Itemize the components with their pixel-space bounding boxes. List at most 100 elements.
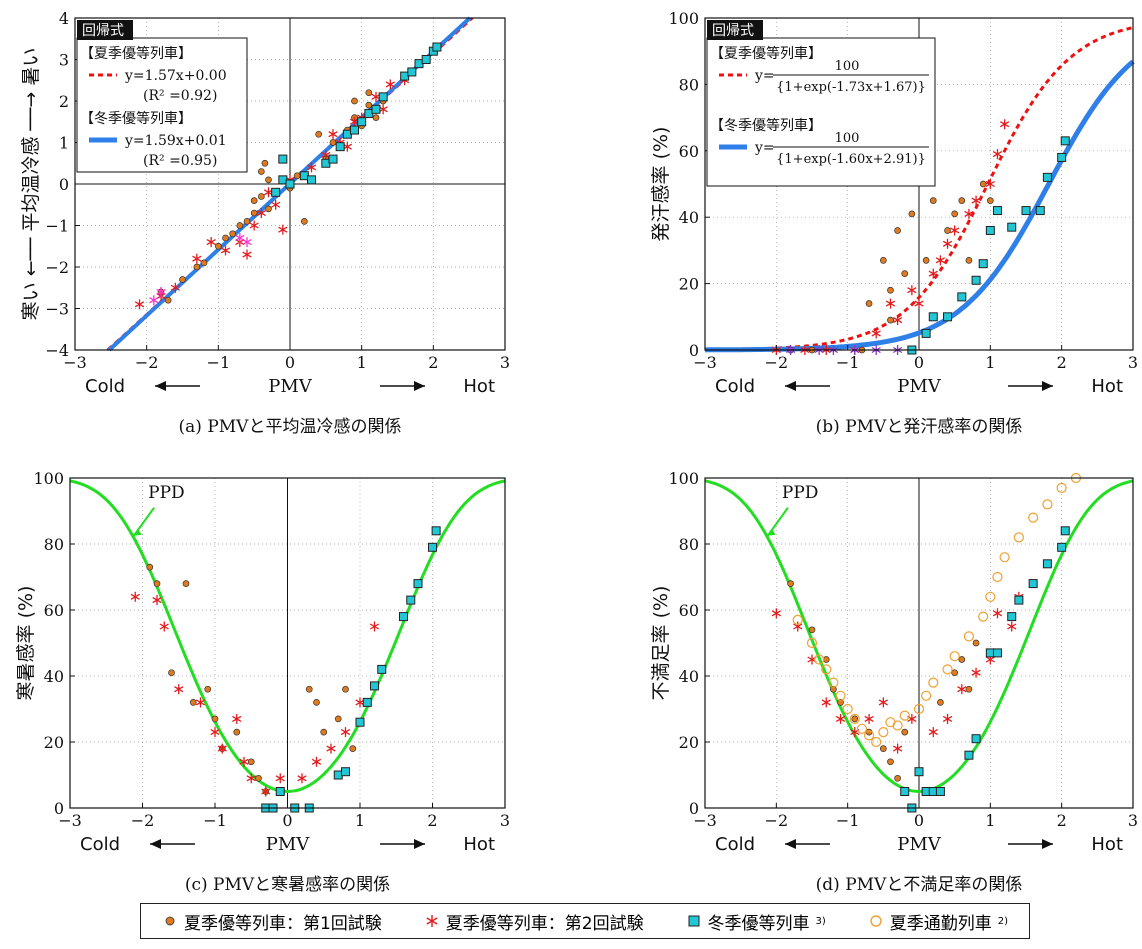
data-point-dot xyxy=(222,234,229,242)
data-point-square xyxy=(985,225,995,235)
asterisk-stroke xyxy=(928,270,938,277)
data-point-asterisk xyxy=(1007,621,1017,632)
asterisk-stroke xyxy=(1007,623,1017,630)
asterisk-stroke xyxy=(907,715,917,722)
regression-legend-title: 回帰式 xyxy=(82,22,124,39)
data-point-square xyxy=(362,697,372,707)
panel-caption: (d) PMVと不満足率の関係 xyxy=(816,875,1023,895)
data-point-circle xyxy=(842,703,853,715)
data-point-square xyxy=(413,579,423,589)
asterisk-stroke xyxy=(914,300,924,307)
data-point-square xyxy=(1042,172,1052,182)
data-point-asterisk xyxy=(278,224,288,235)
arrow-head xyxy=(155,381,166,391)
data-point-dot xyxy=(894,774,901,782)
y-axis-label: 不満足率 (%) xyxy=(650,586,672,701)
x-tick-label: 0 xyxy=(285,353,295,372)
data-point-square xyxy=(341,767,350,777)
y-tick-label: 0 xyxy=(689,799,699,818)
data-point-asterisk xyxy=(174,684,184,695)
asterisk-stroke xyxy=(174,686,184,693)
x-left-label: Cold xyxy=(715,376,755,397)
legend-r2: (R² =0.92) xyxy=(143,88,217,104)
asterisk-stroke xyxy=(971,669,981,676)
data-point-circle xyxy=(835,690,846,701)
data-point-square xyxy=(1014,595,1024,605)
data-point-asterisk xyxy=(835,713,846,724)
data-point-asterisk xyxy=(864,713,874,724)
data-point-square xyxy=(275,787,285,796)
data-point-circle xyxy=(828,677,839,688)
arrow-head xyxy=(785,381,796,391)
data-point-circle xyxy=(863,730,875,741)
data-point-asterisk xyxy=(942,713,953,724)
data-point-dot xyxy=(901,270,909,277)
asterisk-stroke xyxy=(878,699,888,706)
x-tick-label: 2 xyxy=(427,811,437,830)
logistic-curve xyxy=(704,26,1134,352)
y-tick-label: 100 xyxy=(668,9,699,28)
y-tick-label: 80 xyxy=(679,535,699,554)
asterisk-stroke xyxy=(942,240,953,247)
asterisk-stroke xyxy=(306,164,317,171)
arrow-head xyxy=(414,381,425,391)
asterisk-stroke xyxy=(239,758,249,765)
legend-fraction-den: {1+exp(-1.60x+2.91)} xyxy=(776,152,926,167)
data-point-square xyxy=(1021,206,1031,216)
series-square xyxy=(271,42,442,197)
data-point-dot xyxy=(349,745,357,752)
data-point-dot xyxy=(887,758,894,766)
asterisk-stroke xyxy=(249,222,259,229)
data-point-asterisk xyxy=(928,268,938,279)
data-point-square xyxy=(350,125,359,135)
data-point-dot xyxy=(243,218,251,225)
data-point-asterisk xyxy=(992,149,1003,160)
data-point-asterisk xyxy=(271,199,281,210)
data-point-circle xyxy=(992,571,1003,583)
x-left-label: Cold xyxy=(80,834,120,855)
x-tick-label: −2 xyxy=(135,353,159,372)
data-point-square xyxy=(964,750,974,760)
data-point-dot xyxy=(334,715,342,723)
arrow-head xyxy=(414,839,425,849)
data-point-square xyxy=(378,92,388,102)
asterisk-stroke xyxy=(340,729,351,736)
data-point-dot xyxy=(236,222,244,229)
asterisk-stroke xyxy=(210,729,220,736)
data-point-square xyxy=(357,117,367,127)
data-point-square xyxy=(914,767,924,777)
data-point-square xyxy=(928,312,938,322)
data-point-square xyxy=(900,787,910,796)
data-point-circle xyxy=(814,654,825,665)
data-point-asterisk xyxy=(232,713,242,724)
asterisk-stroke xyxy=(232,715,242,722)
data-point-circle xyxy=(949,651,960,662)
y-tick-label: 0 xyxy=(689,341,699,360)
y-tick-label: 2 xyxy=(59,92,69,111)
asterisk-stroke xyxy=(821,699,831,706)
asterisk-stroke xyxy=(246,775,256,782)
x-tick-label: −1 xyxy=(207,353,231,372)
ppd-label: PPD xyxy=(782,483,819,503)
legend-equation: y=1.57x+0.00 xyxy=(124,68,227,84)
y-tick-label: 60 xyxy=(679,601,699,620)
data-point-dot xyxy=(894,227,901,234)
data-point-dot xyxy=(365,101,373,109)
x-tick-label: −1 xyxy=(836,353,860,372)
data-point-asterisk xyxy=(914,298,924,309)
asterisk-stroke xyxy=(928,729,938,736)
data-point-square xyxy=(421,55,431,64)
asterisk-stroke xyxy=(297,775,307,782)
series-asterisk xyxy=(130,591,380,797)
x-left-label: Cold xyxy=(715,834,755,855)
data-point-circle xyxy=(1042,499,1053,510)
arrow-head xyxy=(1042,839,1053,849)
data-point-asterisk xyxy=(793,621,803,632)
chart-panel-c: PPD −3 −2 −1 0 1 2 3 0 20 40 60 80 100 Cold PMV Hot 寒暑感率 … xyxy=(15,469,510,895)
chart-panel-d: PPD −3 −2 −1 0 1 2 3 0 20 40 60 80 100 Cold PMV Hot 不満足率 … xyxy=(650,469,1138,895)
legend-item-commute: 夏季通勤列車 2) xyxy=(868,909,1008,934)
y-tick-label: 100 xyxy=(668,469,699,488)
y-tick-label: 40 xyxy=(679,667,699,686)
data-point-circle xyxy=(985,591,996,602)
y-tick-label: 1 xyxy=(59,134,69,153)
